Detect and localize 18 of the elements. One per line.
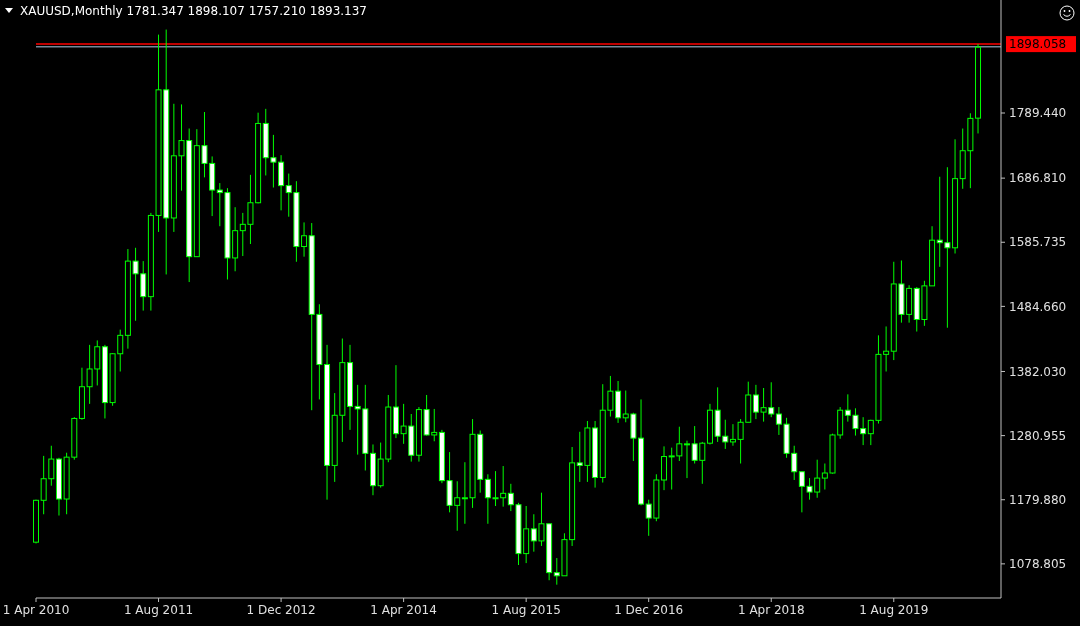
ref-line-label: 1898.058	[1009, 37, 1067, 52]
x-tick-label: 1 Apr 2014	[370, 603, 437, 617]
x-tick-label: 1 Aug 2015	[491, 603, 561, 617]
y-tick-label: 1382.030	[1009, 364, 1067, 379]
x-tick-label: 1 Apr 2018	[737, 603, 805, 617]
x-tick-label: 1 Dec 2012	[246, 603, 316, 617]
chart-title: XAUUSD,Monthly 1781.347 1898.107 1757.210 1893.137	[20, 4, 368, 18]
y-tick-label: 1280.955	[1009, 428, 1067, 443]
x-tick-label: 1 Aug 2019	[859, 603, 929, 617]
x-tick-label: 1 Apr 2010	[2, 603, 70, 617]
y-tick-label: 1484.660	[1009, 299, 1067, 314]
x-tick-label: 1 Dec 2016	[614, 603, 684, 617]
y-tick-label: 1789.440	[1009, 106, 1067, 121]
y-tick-label: 1585.735	[1009, 235, 1067, 250]
y-tick-label: 1078.805	[1009, 557, 1067, 572]
y-tick-label: 1179.880	[1009, 492, 1067, 507]
x-tick-label: 1 Aug 2011	[123, 603, 194, 617]
y-tick-label: 1686.810	[1009, 171, 1067, 186]
